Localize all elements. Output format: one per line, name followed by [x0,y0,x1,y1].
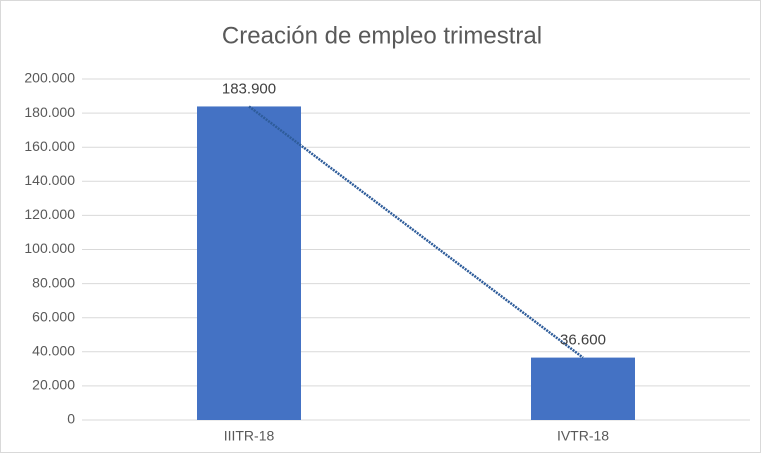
bar [197,106,301,420]
x-tick-label: IVTR-18 [557,428,609,444]
y-tick-label: 40.000 [32,343,75,359]
y-tick-label: 80.000 [32,274,75,290]
value-label: 36.600 [560,332,606,349]
x-tick-label: IIITR-18 [224,428,275,444]
y-tick-label: 0 [67,411,75,427]
y-tick-label: 160.000 [24,138,75,154]
chart-title: Creación de empleo trimestral [222,22,542,49]
y-tick-label: 120.000 [24,206,75,222]
bar [531,357,635,420]
trendline [248,105,584,359]
y-tick-label: 20.000 [32,377,75,393]
y-tick-label: 100.000 [24,240,75,256]
y-tick-label: 200.000 [24,70,75,86]
value-label: 183.900 [222,80,276,97]
y-tick-label: 180.000 [24,104,75,120]
y-tick-label: 60.000 [32,308,75,324]
y-tick-label: 140.000 [24,172,75,188]
